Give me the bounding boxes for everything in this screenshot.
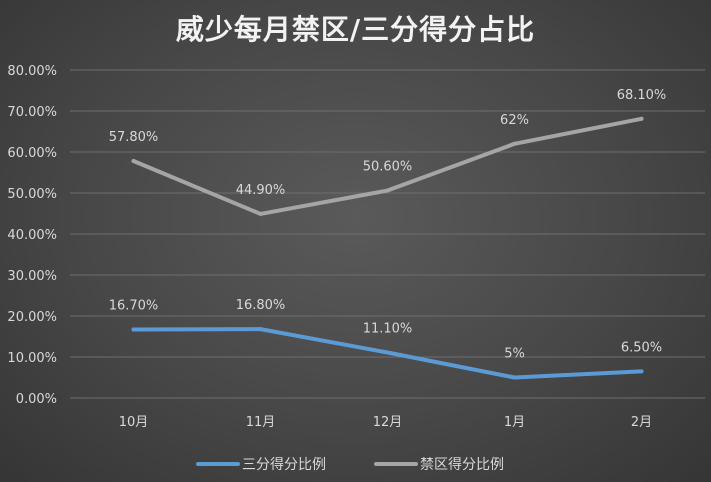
data-label: 62% bbox=[500, 113, 529, 128]
data-point bbox=[512, 375, 517, 380]
y-tick-label: 80.00% bbox=[7, 64, 57, 79]
data-label: 57.80% bbox=[109, 130, 159, 145]
y-tick-label: 0.00% bbox=[16, 392, 57, 407]
x-tick-label: 1月 bbox=[504, 415, 525, 430]
data-label: 68.10% bbox=[617, 88, 667, 103]
data-label: 16.80% bbox=[236, 298, 286, 313]
y-tick-label: 40.00% bbox=[7, 228, 57, 243]
data-point bbox=[639, 116, 644, 121]
data-label: 50.60% bbox=[363, 160, 413, 175]
data-label: 44.90% bbox=[236, 183, 286, 198]
x-tick-label: 2月 bbox=[631, 415, 652, 430]
data-label: 5% bbox=[504, 347, 525, 362]
data-point bbox=[131, 159, 136, 164]
y-tick-label: 50.00% bbox=[7, 187, 57, 202]
y-tick-label: 60.00% bbox=[7, 146, 57, 161]
data-label: 16.70% bbox=[109, 299, 159, 314]
y-tick-label: 70.00% bbox=[7, 105, 57, 120]
data-point bbox=[639, 369, 644, 374]
x-tick-label: 11月 bbox=[246, 415, 276, 430]
data-point bbox=[512, 141, 517, 146]
y-tick-label: 30.00% bbox=[7, 269, 57, 284]
data-point bbox=[258, 327, 263, 332]
data-point bbox=[258, 211, 263, 216]
chart-title: 威少每月禁区/三分得分占比 bbox=[175, 13, 536, 46]
data-point bbox=[385, 188, 390, 193]
legend-label: 禁区得分比例 bbox=[420, 456, 504, 473]
data-label: 11.10% bbox=[363, 321, 413, 336]
data-point bbox=[385, 350, 390, 355]
legend-label: 三分得分比例 bbox=[242, 456, 326, 473]
x-tick-label: 10月 bbox=[119, 415, 149, 430]
y-tick-label: 20.00% bbox=[7, 310, 57, 325]
data-label: 6.50% bbox=[621, 340, 662, 355]
x-tick-label: 12月 bbox=[373, 415, 403, 430]
data-point bbox=[131, 327, 136, 332]
y-tick-label: 10.00% bbox=[7, 351, 57, 366]
